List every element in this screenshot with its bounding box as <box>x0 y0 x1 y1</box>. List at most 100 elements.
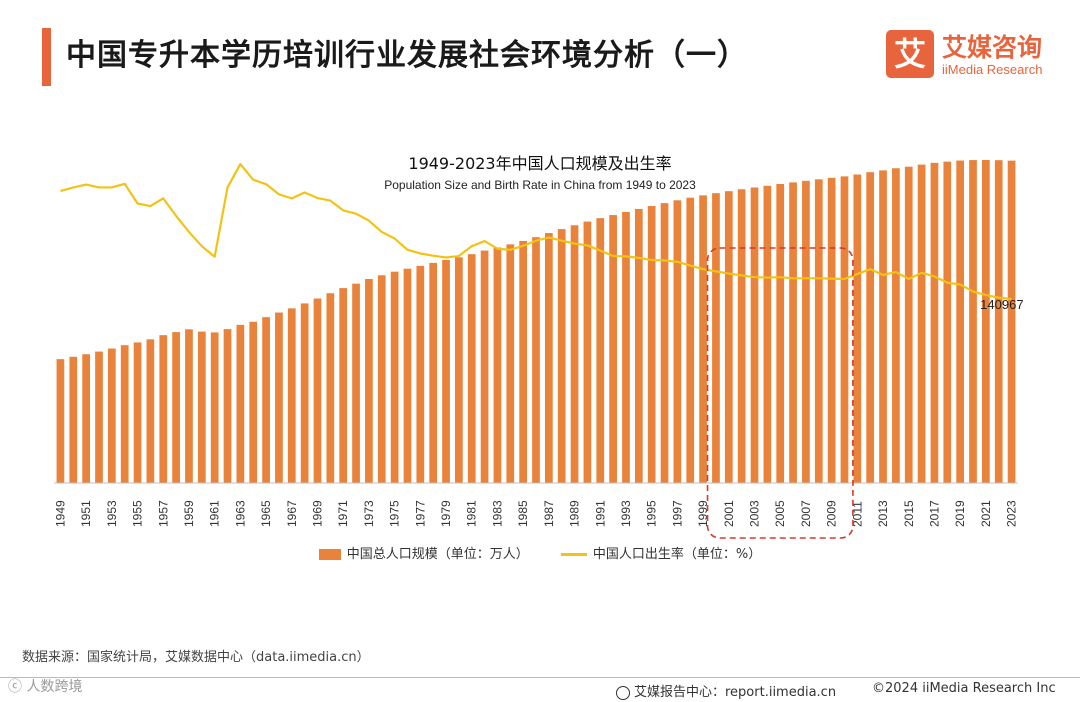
tick-label-1969: 1969 <box>310 500 324 527</box>
bar-2018 <box>943 161 952 483</box>
bar-1958 <box>172 332 180 483</box>
tick-label-2023: 2023 <box>1005 500 1019 527</box>
bar-1989 <box>570 225 579 483</box>
bar-2016 <box>917 164 926 483</box>
bar-1964 <box>249 321 258 483</box>
bar-1963 <box>236 324 245 483</box>
bar-2019 <box>956 160 965 483</box>
bar-1971 <box>339 288 348 483</box>
bar-1954 <box>120 345 129 483</box>
bar-1999 <box>699 195 707 483</box>
bar-1980 <box>455 257 463 483</box>
tick-label-2017: 2017 <box>927 500 941 527</box>
legend-item-birth-rate: 中国人口出生率（单位：%） <box>560 543 761 562</box>
bar-1959 <box>185 329 193 483</box>
tick-label-1957: 1957 <box>156 500 170 527</box>
footer-copyright: ©2024 iiMedia Research Inc <box>872 681 1056 696</box>
tick-label-1989: 1989 <box>568 500 582 527</box>
bar-1956 <box>146 339 155 483</box>
globe-icon <box>616 685 630 700</box>
tick-label-1977: 1977 <box>413 500 427 527</box>
bar-1992 <box>609 215 617 483</box>
footer-divider <box>0 677 1080 678</box>
bar-1991 <box>596 218 605 483</box>
tick-label-1967: 1967 <box>285 500 299 527</box>
bar-1981 <box>467 254 476 483</box>
tick-label-2019: 2019 <box>953 500 967 527</box>
bar-1960 <box>197 331 206 483</box>
tick-label-2021: 2021 <box>979 500 993 527</box>
tick-label-2013: 2013 <box>876 500 890 527</box>
tick-label-1981: 1981 <box>465 500 479 527</box>
bar-1973 <box>365 279 373 483</box>
tick-label-1959: 1959 <box>182 500 196 527</box>
bar-1970 <box>326 293 335 483</box>
tick-label-2007: 2007 <box>799 500 813 527</box>
tick-label-2005: 2005 <box>773 500 787 527</box>
bar-2000 <box>712 193 720 483</box>
watermark-text: ⓒ 人数跨境 <box>8 679 83 695</box>
bar-1986 <box>532 237 540 483</box>
bar-2007 <box>802 180 810 483</box>
bar-1949 <box>56 359 65 483</box>
bar-1976 <box>403 268 412 483</box>
chart-legend: 中国总人口规模（单位：万人） 中国人口出生率（单位：%） <box>0 543 1080 562</box>
bar-2015 <box>904 166 913 483</box>
bar-1993 <box>622 211 630 484</box>
legend-swatch-line <box>560 553 587 556</box>
chart-subtitle: Population Size and Birth Rate in China … <box>384 178 696 192</box>
tick-label-2011: 2011 <box>850 501 864 527</box>
bar-1968 <box>300 303 309 483</box>
bar-1977 <box>416 265 425 483</box>
bar-1974 <box>377 275 386 483</box>
bar-2004 <box>763 185 772 483</box>
bar-1994 <box>634 208 643 483</box>
bar-1962 <box>223 329 232 483</box>
bar-2005 <box>776 184 785 483</box>
bar-1985 <box>519 240 527 483</box>
tick-label-1965: 1965 <box>259 500 273 527</box>
bar-1957 <box>159 335 168 483</box>
tick-label-1961: 1961 <box>208 500 222 527</box>
legend-item-population: 中国总人口规模（单位：万人） <box>318 543 529 562</box>
tick-label-2003: 2003 <box>748 500 762 527</box>
logo-en-text: iiMedia Research <box>942 62 1043 77</box>
bar-1978 <box>429 262 438 483</box>
bar-1955 <box>133 342 142 483</box>
bar-1965 <box>262 317 270 483</box>
data-label-2023: 140967 <box>980 297 1023 312</box>
highlight-box-2000-2010 <box>706 247 854 539</box>
logo-cn-text: 艾媒咨询 <box>942 33 1043 62</box>
tick-label-1971: 1971 <box>336 500 350 527</box>
tick-label-2001: 2001 <box>722 500 736 527</box>
bar-1988 <box>557 229 566 483</box>
bar-2022 <box>994 160 1003 483</box>
bar-2008 <box>814 179 823 483</box>
tick-label-1999: 1999 <box>696 500 710 527</box>
bar-2001 <box>724 191 733 483</box>
title-accent-bar <box>42 28 51 86</box>
bar-2017 <box>930 162 939 483</box>
bar-1995 <box>647 206 656 484</box>
bar-1997 <box>673 200 682 483</box>
bar-1952 <box>95 351 103 483</box>
logo-mark: 艾 <box>886 30 934 78</box>
bar-2003 <box>750 187 759 483</box>
bar-1998 <box>686 197 695 483</box>
tick-label-1987: 1987 <box>542 500 556 527</box>
tick-label-1983: 1983 <box>490 500 504 527</box>
bar-1961 <box>210 332 219 483</box>
bar-1990 <box>583 221 592 483</box>
footer-report-center: 艾媒报告中心：report.iimedia.cn <box>616 681 836 700</box>
tick-label-1951: 1951 <box>79 500 93 527</box>
bar-1979 <box>442 259 450 483</box>
bar-1972 <box>352 283 360 483</box>
tick-label-2009: 2009 <box>825 500 839 527</box>
bar-1996 <box>660 203 669 483</box>
bar-1984 <box>506 244 515 483</box>
tick-label-1997: 1997 <box>670 500 684 527</box>
tick-label-1953: 1953 <box>105 500 119 527</box>
bar-2011 <box>853 174 862 484</box>
bar-1951 <box>82 354 90 483</box>
